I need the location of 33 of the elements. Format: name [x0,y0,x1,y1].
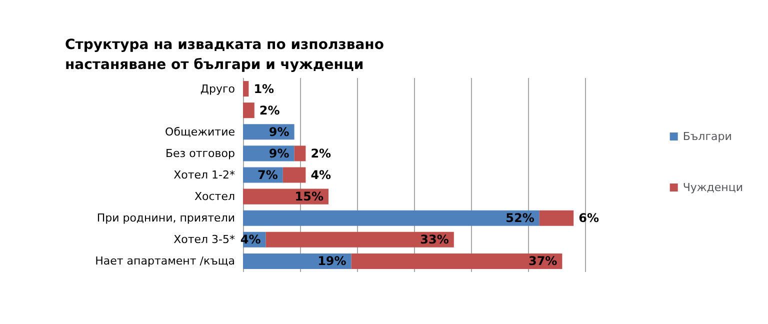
data-label: 37% [528,254,558,268]
data-label: 7% [258,168,278,182]
y-tick-label: При роднини, приятели [96,212,235,225]
bar [351,253,562,269]
data-label: 4% [310,168,332,182]
data-label: 2% [259,103,280,118]
bar [294,146,306,162]
data-label: 19% [318,254,346,268]
bar [243,81,249,97]
bar [266,232,454,248]
data-label: 33% [420,232,449,247]
data-label: 6% [578,211,599,226]
bar [282,167,306,183]
legend-label: Българи [682,130,732,143]
data-label: 1% [254,82,274,96]
chart-title: Структура на извадката по използвано настаняване от българи и чужденци [65,37,389,73]
bar [539,210,574,226]
data-label: 2% [310,146,332,160]
y-tick-label: Нает апартамент /къща [95,254,235,268]
y-tick-label: Хостел [194,190,235,204]
data-label: 15% [294,190,324,204]
legend-label: Чужденци [682,181,744,194]
bar [243,102,254,118]
y-tick-label: Друго [200,82,236,96]
bar [243,210,540,226]
data-label: 9% [268,146,290,160]
y-tick-label: Общежитие [165,125,236,138]
bar [243,253,352,269]
data-label: 9% [268,124,290,139]
y-tick-label: Хотел 1-2* [174,168,236,182]
data-label: 52% [506,211,534,226]
y-tick-label: Хотел 3-5* [174,233,236,246]
y-tick-label: Без отговор [165,146,236,160]
